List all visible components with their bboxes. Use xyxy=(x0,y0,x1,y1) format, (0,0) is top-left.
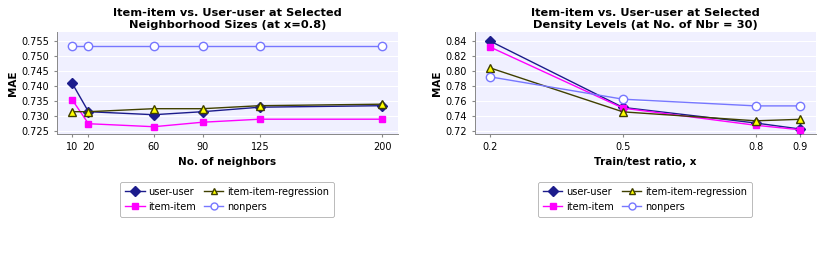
Title: Item-item vs. User-user at Selected
Neighborhood Sizes (at x=0.8): Item-item vs. User-user at Selected Neig… xyxy=(113,8,342,30)
nonpers xyxy=(255,44,265,47)
user-user xyxy=(377,104,387,107)
item-item-regression xyxy=(377,102,387,106)
item-item-regression xyxy=(485,66,495,69)
item-item-regression xyxy=(68,110,77,113)
nonpers xyxy=(618,98,628,101)
user-user xyxy=(198,110,208,113)
Line: item-item: item-item xyxy=(68,96,386,130)
item-item-regression xyxy=(795,118,805,121)
Y-axis label: MAE: MAE xyxy=(8,70,18,96)
item-item-regression xyxy=(618,110,628,114)
item-item xyxy=(149,125,159,128)
item-item-regression xyxy=(83,110,93,113)
item-item xyxy=(68,98,77,101)
X-axis label: No. of neighbors: No. of neighbors xyxy=(178,157,276,167)
Title: Item-item vs. User-user at Selected
Density Levels (at No. of Nbr = 30): Item-item vs. User-user at Selected Dens… xyxy=(531,8,760,30)
Line: item-item-regression: item-item-regression xyxy=(486,64,804,125)
user-user xyxy=(618,106,628,109)
user-user xyxy=(83,110,93,113)
item-item-regression xyxy=(198,107,208,110)
user-user xyxy=(795,128,805,131)
item-item xyxy=(485,45,495,49)
nonpers xyxy=(751,104,761,108)
nonpers xyxy=(149,44,159,47)
Legend: user-user, item-item, item-item-regression, nonpers: user-user, item-item, item-item-regressi… xyxy=(120,182,335,217)
item-item xyxy=(255,118,265,121)
user-user xyxy=(751,121,761,125)
Line: nonpers: nonpers xyxy=(68,41,386,50)
Y-axis label: MAE: MAE xyxy=(433,70,442,96)
item-item-regression xyxy=(255,104,265,107)
Legend: user-user, item-item, item-item-regression, nonpers: user-user, item-item, item-item-regressi… xyxy=(538,182,752,217)
nonpers xyxy=(377,44,387,47)
user-user xyxy=(485,40,495,43)
Line: item-item-regression: item-item-regression xyxy=(68,100,386,116)
item-item-regression xyxy=(149,107,159,110)
item-item xyxy=(83,122,93,125)
nonpers xyxy=(795,104,805,108)
item-item-regression xyxy=(751,119,761,122)
Line: nonpers: nonpers xyxy=(486,73,804,110)
item-item xyxy=(618,107,628,110)
nonpers xyxy=(83,44,93,47)
item-item xyxy=(795,128,805,131)
Line: item-item: item-item xyxy=(486,44,803,133)
nonpers xyxy=(485,75,495,79)
item-item xyxy=(751,124,761,127)
Line: user-user: user-user xyxy=(486,38,803,132)
Line: user-user: user-user xyxy=(68,80,386,118)
nonpers xyxy=(68,44,77,47)
item-item xyxy=(377,118,387,121)
item-item xyxy=(198,121,208,124)
X-axis label: Train/test ratio, x: Train/test ratio, x xyxy=(594,157,696,167)
user-user xyxy=(255,105,265,109)
nonpers xyxy=(198,44,208,47)
user-user xyxy=(68,82,77,85)
user-user xyxy=(149,113,159,116)
